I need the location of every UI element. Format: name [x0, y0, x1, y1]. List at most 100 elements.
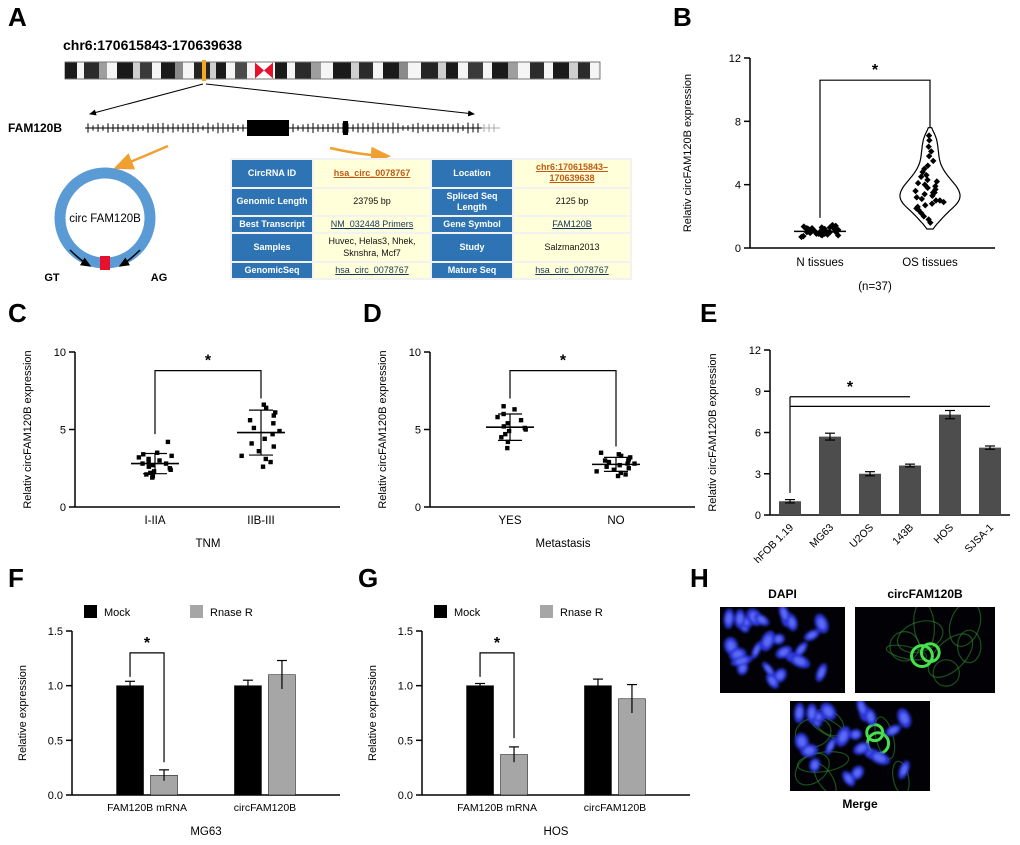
table-value-cell: 2125 bp	[512, 186, 632, 217]
merge-image-label: Merge	[842, 797, 878, 811]
bar-rnaser	[618, 698, 646, 796]
table-link[interactable]: NM_032448 Primers	[330, 219, 414, 229]
dapi-nuclei	[723, 607, 829, 689]
dapi-micrograph	[720, 607, 845, 693]
x-category-label: N tissues	[796, 257, 844, 269]
x-category-label: I-IIA	[144, 515, 165, 527]
x-category-label: circFAM120B	[234, 802, 296, 814]
table-row: Best Transcript NM_032448 Primers Gene Sym…	[230, 214, 632, 235]
bar	[939, 414, 961, 515]
data-point	[271, 413, 276, 418]
centromere-icon	[255, 62, 264, 79]
data-point	[914, 179, 922, 187]
merge-micrograph	[790, 701, 930, 791]
data-point	[268, 459, 273, 465]
circfam120b-micrograph	[855, 607, 995, 693]
bar	[859, 473, 881, 515]
y-tick-label: 0.5	[398, 735, 413, 747]
data-point	[913, 194, 920, 201]
data-point	[506, 428, 512, 434]
axes: 0.0 0.5 1.0 1.5	[398, 626, 690, 802]
table-link[interactable]: chr6:170615843–170639638	[535, 162, 609, 184]
data-point	[263, 456, 269, 462]
significance-bracket	[819, 79, 931, 218]
dapi-image-label: DAPI	[768, 587, 797, 601]
y-tick-label: 0.0	[48, 790, 63, 802]
scatter-group	[237, 402, 285, 469]
data-point	[247, 418, 253, 423]
data-point	[925, 132, 933, 139]
y-tick-label: 8	[735, 116, 741, 128]
genomic-diagram: chr6:170615843-170639638 FAM120B circ FA…	[8, 37, 601, 284]
arrow-to-table	[329, 146, 391, 165]
table-header-cell: Location	[430, 158, 514, 189]
scatter-plot-tnm: 0 5 10 Relativ circFAM120B expression I-IIA I…	[22, 347, 340, 550]
table-row: CircRNA ID hsa_circ_0078767 Location chr6:1…	[230, 158, 632, 189]
table-link[interactable]: FAM120B	[552, 219, 592, 229]
panel-c: C 0 5 10 Relativ circFAM120B expression I-II…	[0, 295, 360, 565]
bar	[979, 447, 1001, 515]
data-point	[912, 187, 919, 195]
gene-track	[85, 120, 500, 136]
group-n-tissues	[794, 221, 846, 241]
data-point	[928, 200, 936, 207]
data-point	[271, 444, 276, 449]
table-value-cell: hsa_circ_0078767	[312, 158, 432, 189]
panel-c-label: C	[8, 298, 27, 328]
scatter-group	[131, 439, 179, 480]
table-link[interactable]: hsa_circ_0078767	[335, 264, 409, 275]
table-row: GenomicSeq hsa_circ_0078767 Mature Seq hsa_…	[230, 260, 632, 281]
y-tick-label: 5	[415, 425, 421, 437]
table-link[interactable]: hsa_circ_0078767	[535, 264, 609, 275]
data-point	[157, 458, 162, 463]
data-point	[165, 439, 171, 445]
data-point	[261, 402, 266, 407]
data-point	[277, 428, 282, 434]
data-point	[503, 431, 508, 437]
arrow-to-circle	[113, 144, 169, 170]
table-value-cell: Huvec, Helas3, Nhek, Sknshra, Mcf7	[312, 232, 432, 263]
significance-star: *	[494, 635, 501, 652]
bar-mock	[584, 685, 612, 796]
data-point	[512, 407, 517, 412]
splice-arrow-right	[118, 249, 141, 267]
table-header-cell: Gene Symbol	[430, 214, 514, 235]
table-value-cell: FAM120B	[512, 214, 632, 235]
y-axis-label: Relativ circFAM120B expression	[682, 74, 694, 232]
group-os-tissues	[912, 132, 947, 226]
data-point	[604, 464, 609, 469]
significance-star: *	[847, 379, 854, 396]
significance-star: *	[144, 635, 151, 652]
y-axis-label: Relativ circFAM120B expression	[707, 353, 719, 511]
circRNA-diagram: circ FAM120B GT AG	[44, 167, 167, 284]
y-axis-label: Relativ circFAM120B expression	[377, 350, 389, 508]
data-point	[501, 404, 506, 409]
data-point	[148, 470, 153, 476]
data-point	[263, 405, 269, 410]
x-category-label: SJSA-1	[962, 522, 996, 556]
significance-bracket	[479, 652, 515, 739]
table-header-cell: Spliced Seq Length	[430, 186, 514, 217]
y-tick-label: 10	[54, 347, 66, 359]
data-point	[930, 157, 937, 165]
y-tick-label: 12	[729, 53, 741, 65]
panel-b: B 0 4 8 12 Relativ circFAM120B expression * N …	[665, 0, 1020, 295]
table-link[interactable]: hsa_circ_0078767	[333, 167, 411, 178]
significance-star: *	[872, 62, 879, 79]
violin-outline	[899, 127, 961, 230]
data-point	[146, 456, 151, 462]
table-header-cell: Samples	[230, 232, 314, 263]
data-point	[151, 469, 157, 474]
x-axis-title: Metastasis	[536, 538, 591, 550]
y-tick-label: 5	[60, 425, 66, 437]
x-category-label: YES	[498, 515, 521, 527]
x-category-label: circFAM120B	[584, 802, 646, 814]
y-tick-label: 1.5	[48, 626, 63, 638]
table-value-cell: hsa_circ_0078767	[512, 260, 632, 281]
table-row: Genomic Length 23795 bp Spliced Seq Length…	[230, 186, 632, 217]
data-point	[141, 452, 146, 457]
locus-marker	[202, 60, 206, 81]
data-point	[618, 453, 624, 459]
x-category-label: hFOB 1.19	[752, 522, 797, 563]
circbase-table: CircRNA ID hsa_circ_0078767 Location chr6:1…	[230, 158, 632, 281]
